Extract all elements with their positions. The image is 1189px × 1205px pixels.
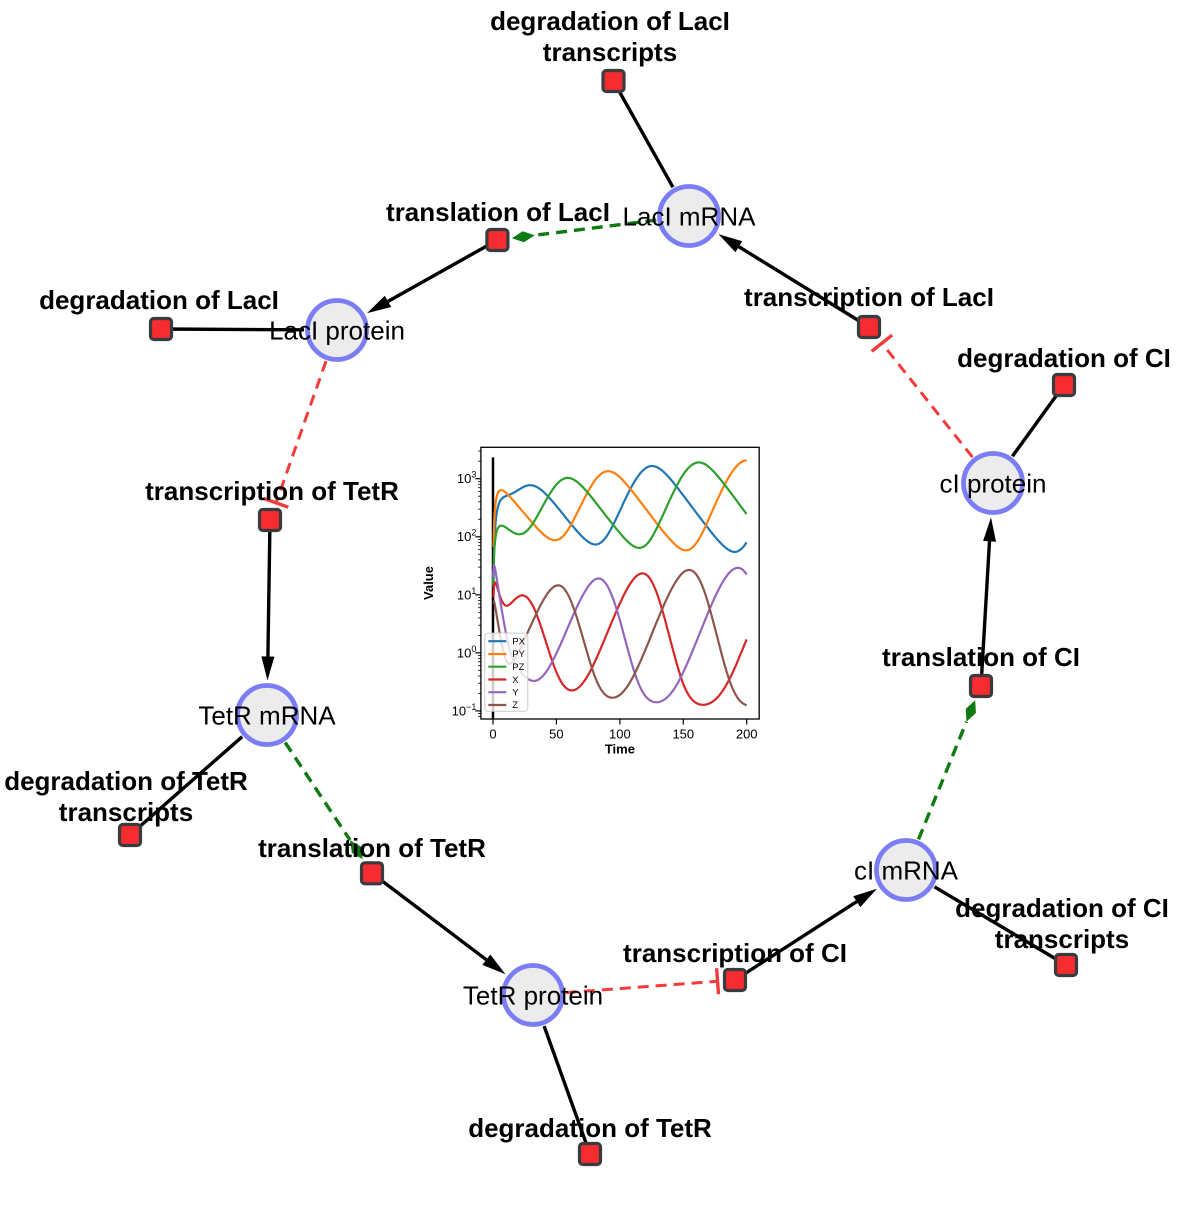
svg-text:50: 50 bbox=[549, 727, 563, 742]
svg-text:X: X bbox=[512, 675, 519, 686]
svg-text:degradation of TetR: degradation of TetR bbox=[468, 1113, 712, 1143]
svg-text:transcripts: transcripts bbox=[59, 797, 193, 827]
svg-text:transcripts: transcripts bbox=[543, 37, 677, 67]
svg-text:150: 150 bbox=[672, 727, 694, 742]
svg-text:200: 200 bbox=[736, 727, 758, 742]
svg-text:degradation of CI: degradation of CI bbox=[957, 343, 1171, 373]
svg-text:transcription of CI: transcription of CI bbox=[623, 938, 847, 968]
svg-text:PY: PY bbox=[512, 649, 525, 660]
svg-text:100: 100 bbox=[609, 727, 631, 742]
svg-text:degradation of LacI: degradation of LacI bbox=[39, 285, 279, 315]
svg-text:0: 0 bbox=[489, 727, 496, 742]
svg-text:TetR protein: TetR protein bbox=[463, 981, 603, 1011]
svg-text:LacI protein: LacI protein bbox=[269, 316, 405, 346]
svg-text:degradation of CI: degradation of CI bbox=[955, 893, 1169, 923]
svg-text:Value: Value bbox=[421, 566, 436, 600]
svg-text:PZ: PZ bbox=[512, 662, 524, 673]
svg-text:translation of CI: translation of CI bbox=[882, 642, 1080, 672]
svg-text:Z: Z bbox=[512, 700, 518, 711]
svg-text:degradation of TetR: degradation of TetR bbox=[4, 766, 248, 796]
svg-text:TetR mRNA: TetR mRNA bbox=[198, 701, 336, 731]
svg-text:transcription of TetR: transcription of TetR bbox=[145, 476, 399, 506]
svg-text:transcripts: transcripts bbox=[995, 924, 1129, 954]
svg-text:translation of TetR: translation of TetR bbox=[258, 833, 486, 863]
svg-text:translation of LacI: translation of LacI bbox=[386, 197, 610, 227]
svg-text:transcription of LacI: transcription of LacI bbox=[744, 282, 994, 312]
svg-text:LacI mRNA: LacI mRNA bbox=[623, 202, 757, 232]
svg-text:cI mRNA: cI mRNA bbox=[854, 856, 959, 886]
svg-text:PX: PX bbox=[512, 637, 525, 648]
svg-text:degradation of LacI: degradation of LacI bbox=[490, 6, 730, 36]
svg-text:Time: Time bbox=[605, 742, 635, 757]
svg-text:Y: Y bbox=[512, 688, 519, 699]
svg-text:cI protein: cI protein bbox=[940, 469, 1047, 499]
